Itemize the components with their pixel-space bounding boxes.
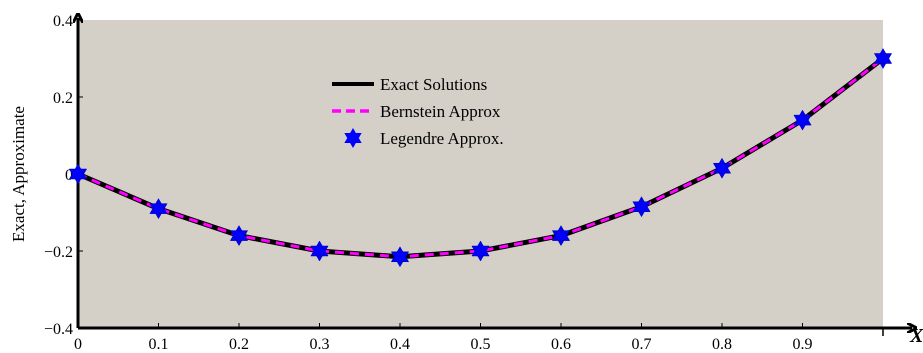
legendre-point [229, 225, 249, 247]
legendre-point [551, 225, 571, 247]
y-tick-label: 0.4 [53, 13, 73, 30]
legendre-point [310, 240, 329, 262]
x-tick-label: 0.1 [149, 336, 169, 353]
axes: 0 0.1 0.2 0.3 0.4 0.5 0.6 0.7 0.8 0.9 0.4 0.2 0 −0.2 −… [44, 13, 912, 353]
series-layer [68, 47, 893, 268]
axis-labels: Exact, Approximate X [9, 106, 923, 347]
legendre-point [632, 196, 651, 218]
x-tick-label: 0 [74, 336, 82, 353]
y-tick-label: −0.2 [44, 244, 73, 261]
y-tick-label: −0.4 [44, 321, 73, 338]
x-tick-label: 0.6 [551, 336, 571, 353]
legendre-point [149, 198, 168, 220]
plot-background [78, 20, 883, 328]
legendre-point [390, 246, 410, 268]
x-tick-label: 0.2 [229, 336, 249, 353]
x-tick-label: 0.7 [632, 336, 652, 353]
x-tick-label: 0.4 [390, 336, 410, 353]
legendre-point [471, 240, 490, 262]
legend-label: Bernstein Approx [380, 102, 501, 121]
legend-label: Exact Solutions [380, 75, 487, 94]
legendre-point [712, 157, 732, 179]
y-tick-label: 0.2 [53, 90, 73, 107]
x-axis-label: X [909, 325, 923, 347]
x-tick-label: 0.5 [471, 336, 491, 353]
legendre-point [68, 163, 88, 185]
legend: Exact Solutions Bernstein Approx Legendre … [332, 75, 504, 148]
legendre-point [793, 109, 812, 131]
x-tick-label: 0.3 [310, 336, 330, 353]
legend-label: Legendre Approx. [380, 129, 504, 148]
legendre-point [873, 47, 893, 70]
legend-swatch-legendre [344, 128, 362, 148]
x-tick-label: 0.9 [793, 336, 813, 353]
y-axis-label: Exact, Approximate [9, 106, 28, 242]
x-tick-label: 0.8 [712, 336, 732, 353]
y-tick-label: 0 [65, 167, 73, 184]
